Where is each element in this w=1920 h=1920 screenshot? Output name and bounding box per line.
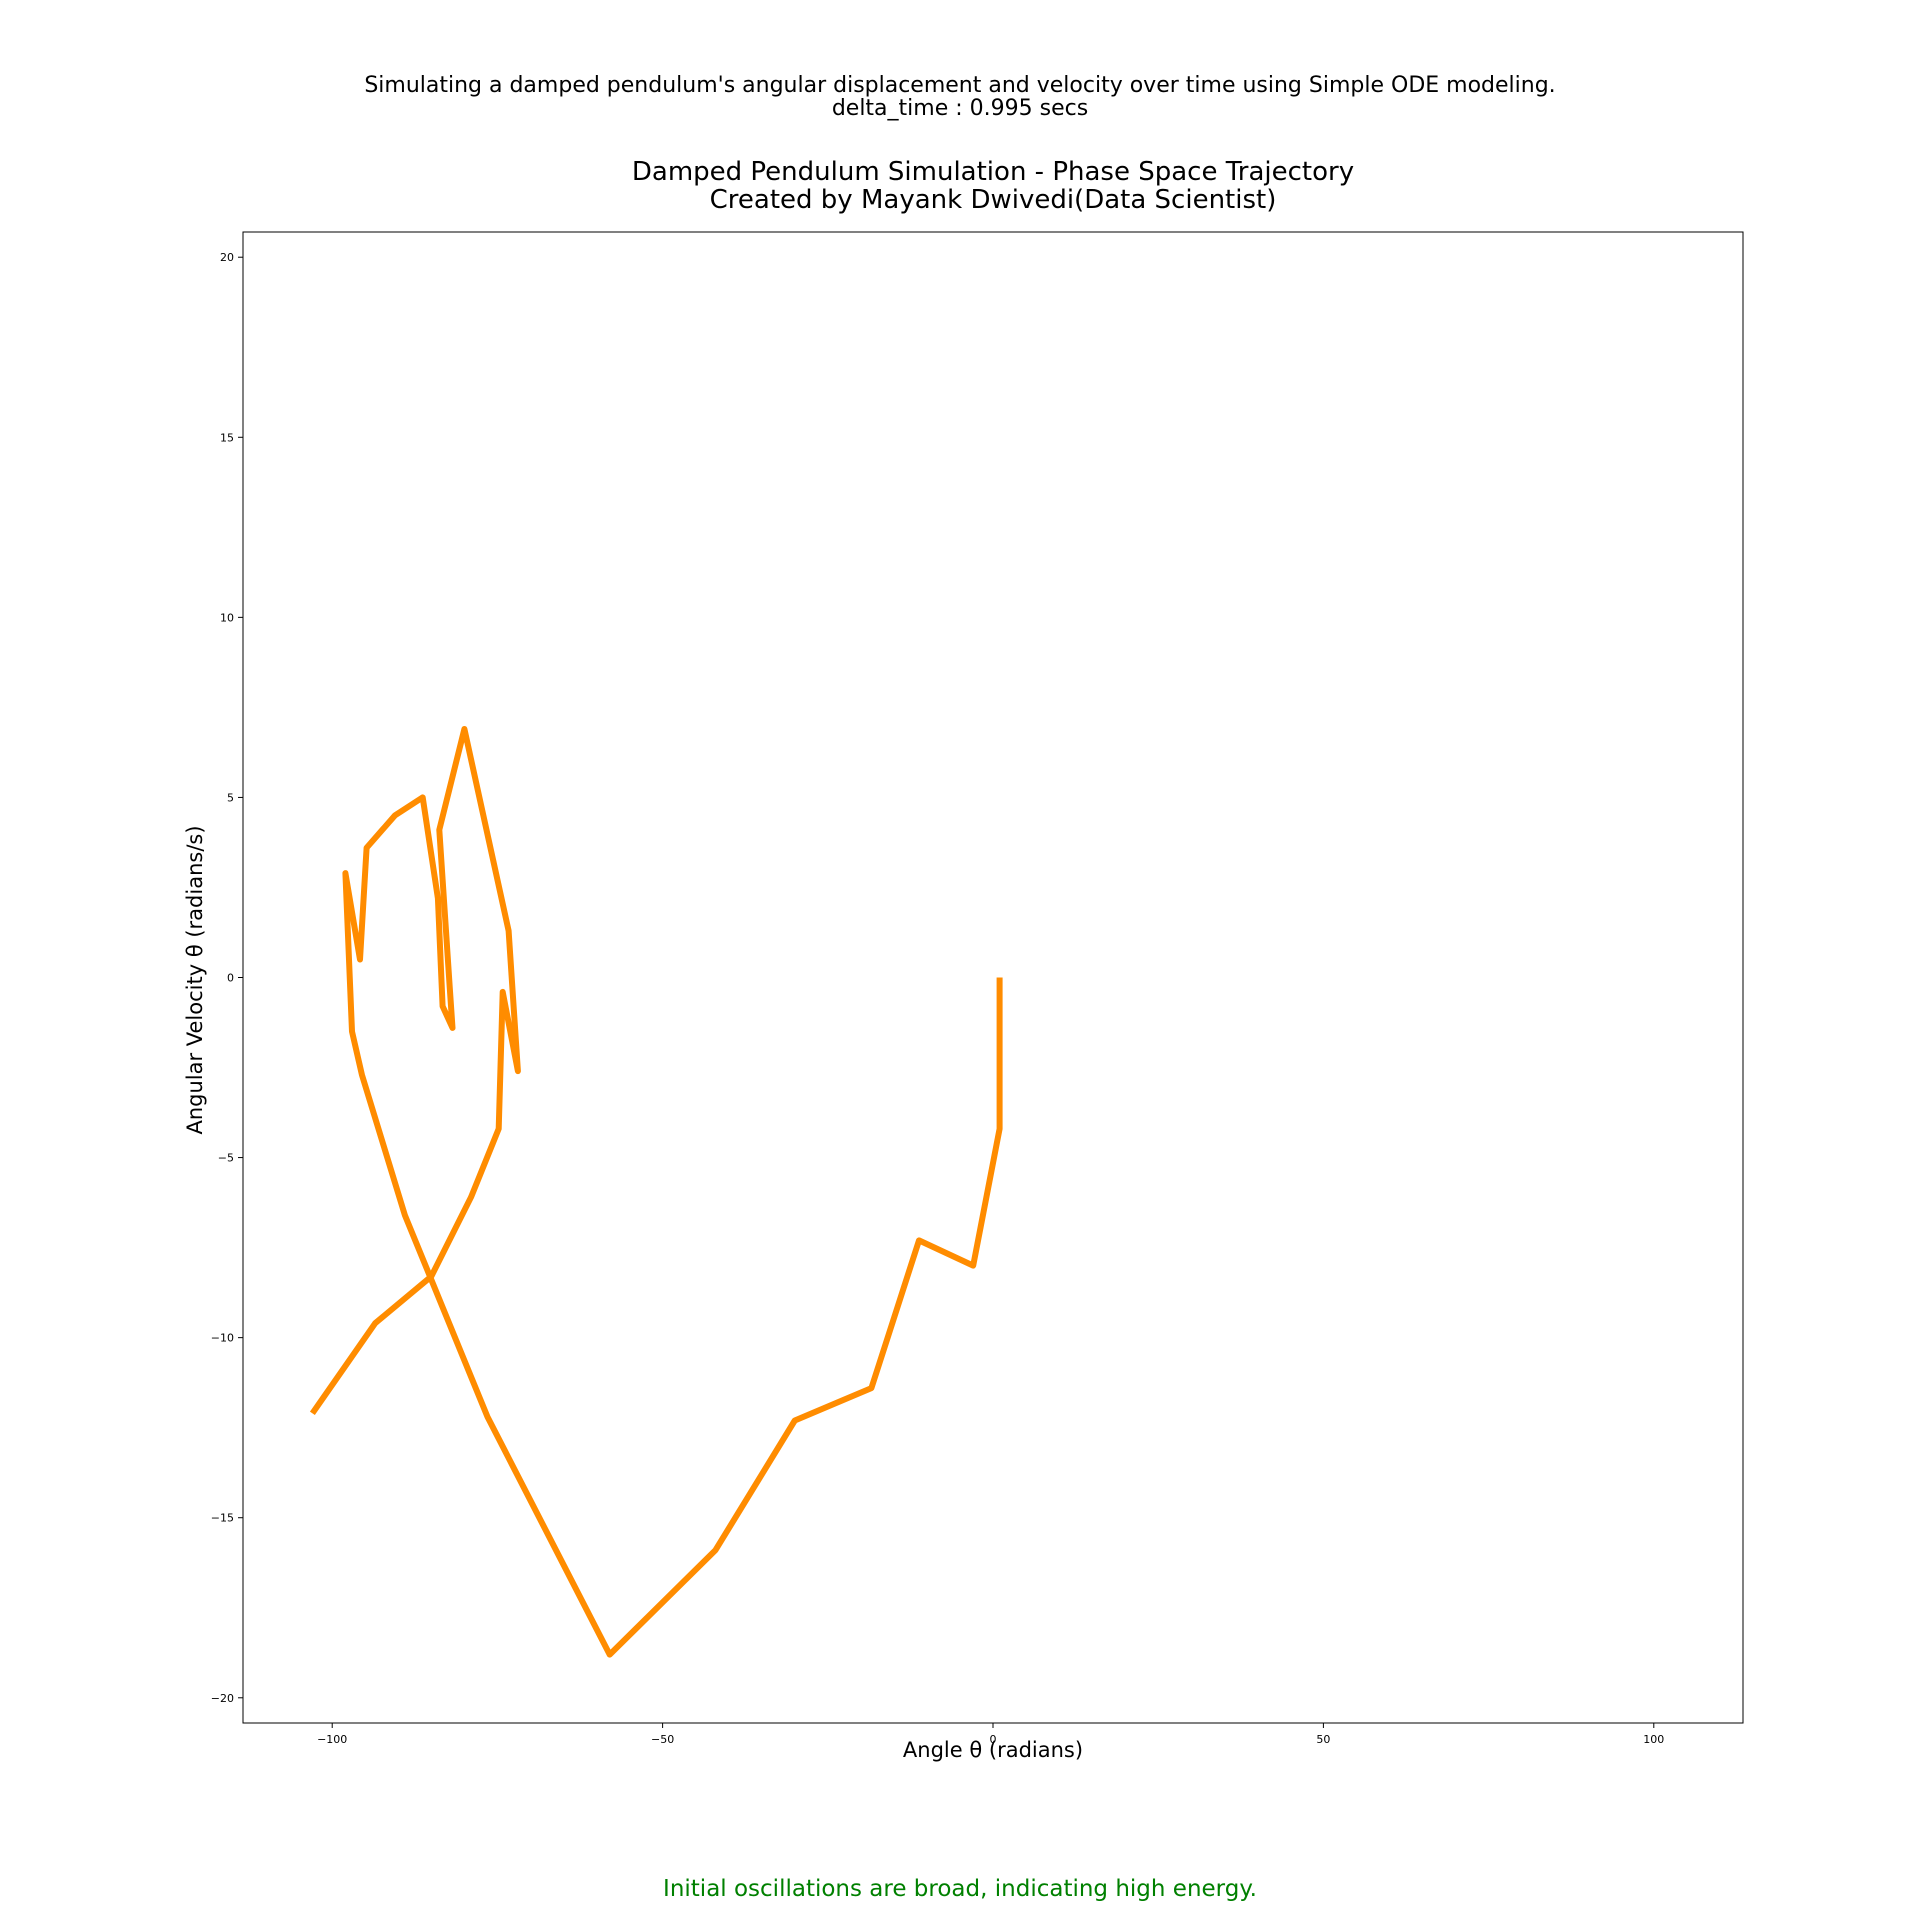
figure-suptitle-line2: delta_time : 0.995 secs (831, 96, 1089, 121)
y-tick-label: −5 (218, 1152, 234, 1165)
y-tick-label: 5 (227, 791, 234, 804)
y-tick-label: −15 (211, 1512, 234, 1525)
figure-suptitle-line1: Simulating a damped pendulum's angular d… (364, 73, 1556, 98)
chart-title-line1: Damped Pendulum Simulation - Phase Space… (631, 157, 1355, 187)
x-tick-label: 50 (1316, 1733, 1330, 1746)
x-tick-label: −50 (651, 1733, 674, 1746)
series-layer (309, 726, 1003, 1658)
chart-title-line2: Created by Mayank Dwivedi(Data Scientist… (709, 185, 1277, 215)
y-tick-label: 10 (220, 611, 234, 624)
y-axis-label-text: Angular Velocity θ (radians/s) (183, 825, 207, 1135)
x-tick-label: 0 (990, 1733, 997, 1746)
y-tick-label: 20 (220, 251, 234, 264)
y-tick-label: 15 (220, 431, 234, 444)
plot-frame (242, 231, 1744, 1724)
series-line (309, 726, 1003, 1658)
chart-annotation: Initial oscillations are broad, indicati… (663, 1876, 1257, 1902)
y-tick-label: −10 (211, 1332, 234, 1345)
y-tick-label: 0 (227, 972, 234, 985)
y-tick-label: −20 (211, 1692, 234, 1705)
x-tick-label: −100 (317, 1733, 347, 1746)
x-axis-label: Angle θ (radians) (902, 1738, 1084, 1762)
x-tick-label: 100 (1643, 1733, 1664, 1746)
